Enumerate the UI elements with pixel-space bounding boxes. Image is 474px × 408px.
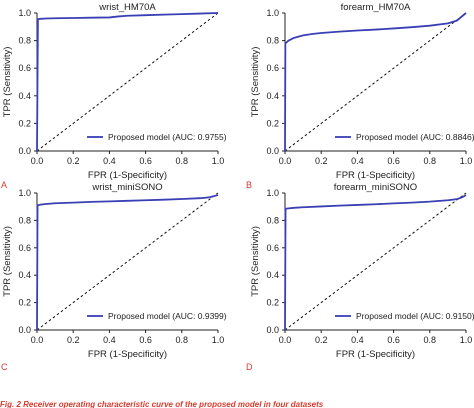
panel1-y-tick-label: 0.0 (18, 146, 31, 156)
panel3-y-tick-label: 0.6 (18, 243, 31, 253)
panel3-x-axis-label: FPR (1-Specificity) (88, 349, 167, 360)
panel1-x-axis-label: FPR (1-Specificity) (88, 170, 167, 181)
panel4-x-tick-label: 0.0 (279, 335, 292, 345)
panel3-chart: 0.0 0.2 0.4 0.6 0.8 1.0 0.0 0.2 0.4 0.6 0.8 1.0 Prop… (1, 182, 227, 372)
panel1-diagonal-line (36, 12, 219, 152)
panel1-x-tick-label: 0.8 (176, 156, 189, 166)
panel2-y-tick-label: 1.0 (266, 8, 279, 18)
panel3-y-tick-label: 0.4 (18, 270, 31, 280)
panel1-x-tick-label: 0.6 (139, 156, 152, 166)
panel4-y-tick-label: 0.4 (266, 270, 279, 280)
panel3-y-tick-label: 1.0 (18, 188, 31, 198)
panel4-x-axis-label: FPR (1-Specificity) (336, 349, 415, 360)
panel4-x-tick-label: 0.6 (387, 335, 400, 345)
panel4-x-tick-label: 1.0 (460, 335, 473, 345)
panel4-y-tick-label: 0.0 (266, 325, 279, 335)
panel1-y-tick-label: 0.2 (18, 118, 31, 128)
panel4-roc-curve (284, 194, 467, 331)
panel1-y-tick-label: 1.0 (18, 8, 31, 18)
panel1-y-tick-label: 0.8 (18, 36, 31, 46)
panel3-roc-curve (36, 194, 219, 331)
panel2-x-axis-label: FPR (1-Specificity) (336, 170, 415, 181)
panel3-x-tick-label: 1.0 (212, 335, 225, 345)
panel1-y-tick-label: 0.4 (18, 91, 31, 101)
panel3-legend-label: Proposed model (AUC: 0.9399) (108, 311, 227, 321)
panel4-legend-label: Proposed model (AUC: 0.9150) (356, 311, 474, 321)
panel4-x-tick-label: 0.8 (424, 335, 437, 345)
panel1-legend-label: Proposed model (AUC: 0.9755) (108, 132, 227, 142)
panel1-x-tick-label: 0.2 (67, 156, 80, 166)
panel3-x-tick-label: 0.6 (139, 335, 152, 345)
panel1-y-tick-label: 0.6 (18, 63, 31, 73)
panel3-title: wrist_miniSONO (91, 182, 162, 193)
panel4-y-tick-label: 0.6 (266, 243, 279, 253)
figure-caption: Fig. 2 Receiver operating characteristic… (0, 400, 324, 408)
panel3-letter: C (1, 362, 8, 372)
panel4-y-tick-label: 0.2 (266, 298, 279, 308)
panel4-letter: D (246, 362, 253, 372)
panel4-chart: 0.0 0.2 0.4 0.6 0.8 1.0 0.0 0.2 0.4 0.6 0.8 1.0 Prop… (246, 182, 474, 372)
panel1-y-axis-label: TPR (Sensitivity) (2, 47, 13, 118)
panel1-x-tick-label: 0.0 (31, 156, 44, 166)
panel3-x-tick-label: 0.0 (31, 335, 44, 345)
panel2-x-tick-label: 0.8 (424, 156, 437, 166)
panel3-y-tick-label: 0.8 (18, 215, 31, 225)
panel3-diagonal-line (36, 192, 219, 331)
panel2-title: forearm_HM70A (341, 2, 411, 13)
panel2-chart: 0.0 0.2 0.4 0.6 0.8 1.0 0.0 0.2 0.4 0.6 0.8 1.0 Prop… (246, 2, 474, 190)
panel2-y-axis-label: TPR (Sensitivity) (250, 47, 261, 118)
panel2-y-tick-label: 0.0 (266, 146, 279, 156)
panel2-legend-label: Proposed model (AUC: 0.8846) (356, 132, 474, 142)
panel2-y-tick-label: 0.2 (266, 118, 279, 128)
panel3-x-tick-label: 0.8 (176, 335, 189, 345)
panel3-x-tick-label: 0.2 (67, 335, 80, 345)
panel4-y-tick-label: 1.0 (266, 188, 279, 198)
panel3-x-tick-label: 0.4 (103, 335, 116, 345)
panel2-x-tick-label: 0.6 (387, 156, 400, 166)
panel4-y-tick-label: 0.8 (266, 215, 279, 225)
panel2-y-tick-label: 0.4 (266, 91, 279, 101)
panel1-x-tick-label: 1.0 (212, 156, 225, 166)
panel1-chart: 0.0 0.2 0.4 0.6 0.8 1.0 0.0 0.2 0.4 0.6 0.8 1.0 Prop… (1, 2, 227, 190)
panel3-y-tick-label: 0.2 (18, 298, 31, 308)
panel2-letter: B (246, 180, 252, 190)
panel4-x-tick-label: 0.4 (351, 335, 364, 345)
panel4-x-tick-label: 0.2 (315, 335, 328, 345)
panel1-letter: A (1, 180, 7, 190)
panel1-x-tick-label: 0.4 (103, 156, 116, 166)
panel2-roc-curve (284, 12, 467, 152)
panel2-x-tick-label: 0.4 (351, 156, 364, 166)
panel2-y-tick-label: 0.6 (266, 63, 279, 73)
panel2-x-tick-label: 0.0 (279, 156, 292, 166)
panel4-diagonal-line (284, 192, 467, 331)
panel3-y-axis-label: TPR (Sensitivity) (2, 226, 13, 297)
panel2-x-tick-label: 0.2 (315, 156, 328, 166)
panel1-roc-curve (36, 12, 219, 152)
panel2-y-tick-label: 0.8 (266, 36, 279, 46)
panel3-y-tick-label: 0.0 (18, 325, 31, 335)
panel2-x-tick-label: 1.0 (460, 156, 473, 166)
panel4-y-axis-label: TPR (Sensitivity) (250, 226, 261, 297)
panel4-title: forearm_miniSONO (334, 182, 417, 193)
panel1-title: wrist_HM70A (98, 2, 156, 13)
